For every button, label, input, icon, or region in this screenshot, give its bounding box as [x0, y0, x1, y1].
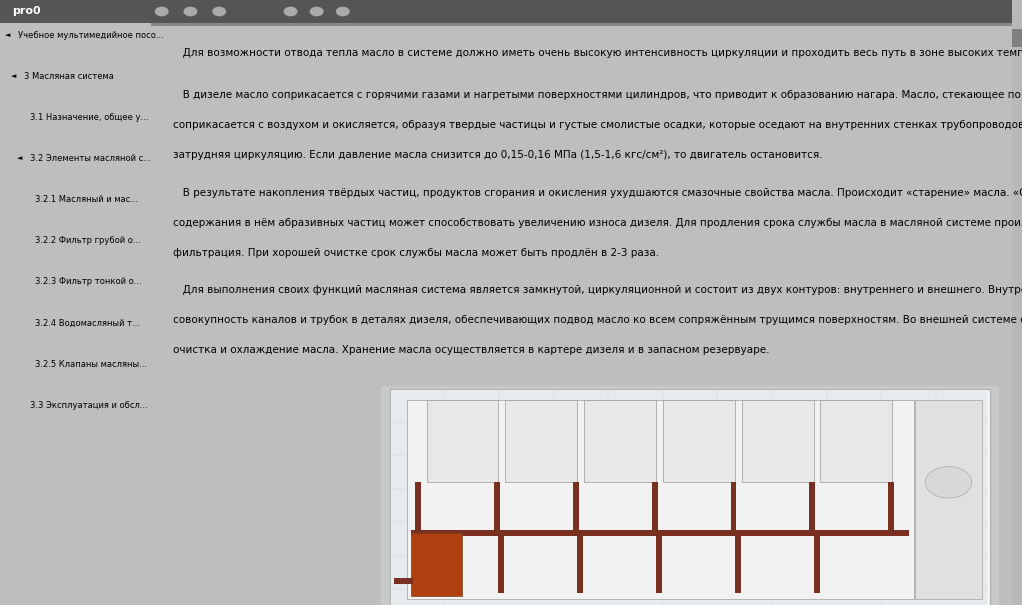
- Bar: [735, 535, 741, 594]
- Text: 3.2.5 Клапаны масляны...: 3.2.5 Клапаны масляны...: [35, 360, 147, 368]
- Text: 3.2.4 Водомасляный т...: 3.2.4 Водомасляный т...: [35, 319, 140, 327]
- Circle shape: [925, 466, 972, 498]
- Bar: [584, 400, 656, 482]
- Text: ◄: ◄: [4, 32, 10, 38]
- Bar: [426, 400, 499, 482]
- Circle shape: [310, 7, 324, 16]
- Text: 3.2.2 Фильтр грубой о...: 3.2.2 Фильтр грубой о...: [35, 237, 141, 245]
- Text: фильтрация. При хорошей очистке срок службы масла может быть продлён в 2-3 раза.: фильтрация. При хорошей очистке срок слу…: [173, 247, 659, 258]
- Bar: [411, 532, 462, 597]
- Bar: [742, 400, 814, 482]
- Circle shape: [284, 7, 297, 16]
- Bar: [151, 0, 1022, 23]
- Bar: [411, 530, 910, 535]
- Circle shape: [184, 7, 197, 16]
- Bar: [573, 482, 578, 530]
- Bar: [821, 400, 892, 482]
- Text: соприкасается с воздухом и окисляется, образуя твердые частицы и густые смолисты: соприкасается с воздухом и окисляется, о…: [173, 120, 1022, 130]
- Text: 3.2.1 Масляный и мас...: 3.2.1 Масляный и мас...: [35, 195, 138, 204]
- Bar: [420, 535, 425, 594]
- Bar: [916, 400, 982, 599]
- Text: ◄: ◄: [16, 155, 22, 162]
- Text: 3.3 Эксплуатация и обсл...: 3.3 Эксплуатация и обсл...: [31, 401, 148, 410]
- Text: В дизеле масло соприкасается с горячими газами и нагретыми поверхностями цилиндр: В дизеле масло соприкасается с горячими …: [173, 90, 1022, 100]
- Bar: [392, 390, 987, 605]
- Bar: [407, 400, 914, 599]
- Text: pro0: pro0: [12, 7, 41, 16]
- Text: 3.1 Назначение, общее у...: 3.1 Назначение, общее у...: [31, 113, 148, 122]
- Bar: [495, 482, 500, 530]
- Text: ◄: ◄: [10, 73, 16, 79]
- Circle shape: [213, 7, 226, 16]
- Text: Учебное мультимедийное посо...: Учебное мультимедийное посо...: [18, 31, 164, 39]
- Bar: [499, 535, 505, 594]
- Bar: [505, 400, 577, 482]
- Text: 3 Масляная система: 3 Масляная система: [25, 72, 114, 80]
- Circle shape: [336, 7, 350, 16]
- Bar: [814, 535, 820, 594]
- Bar: [888, 482, 894, 530]
- Bar: [1012, 29, 1022, 47]
- Bar: [656, 535, 662, 594]
- Bar: [663, 400, 735, 482]
- Bar: [652, 482, 658, 530]
- Bar: [0, 0, 151, 23]
- Bar: [389, 388, 990, 605]
- Circle shape: [154, 7, 169, 16]
- Bar: [151, 23, 1022, 26]
- Bar: [731, 482, 737, 530]
- Text: Для выполнения своих функций масляная система является замкнутой, циркуляционной: Для выполнения своих функций масляная си…: [173, 285, 1022, 295]
- Text: содержания в нём абразивных частиц может способствовать увеличению износа дизеля: содержания в нём абразивных частиц может…: [173, 218, 1022, 227]
- Bar: [415, 482, 421, 530]
- Bar: [394, 578, 413, 584]
- Bar: [809, 482, 816, 530]
- Text: В результате накопления твёрдых частиц, продуктов сгорания и окисления ухудшаютс: В результате накопления твёрдых частиц, …: [173, 188, 1022, 198]
- Bar: [381, 385, 998, 605]
- Bar: [577, 535, 584, 594]
- Text: Для возможности отвода тепла масло в системе должно иметь очень высокую интенсив: Для возможности отвода тепла масло в сис…: [173, 48, 1022, 58]
- Text: 3.2.3 Фильтр тонкой о...: 3.2.3 Фильтр тонкой о...: [35, 278, 141, 286]
- Bar: [1012, 0, 1022, 605]
- Text: затрудняя циркуляцию. Если давление масла снизится до 0,15-0,16 МПа (1,5-1,6 кгс: затрудняя циркуляцию. Если давление масл…: [173, 150, 823, 160]
- Text: очистка и охлаждение масла. Хранение масла осуществляется в картере дизеля и в з: очистка и охлаждение масла. Хранение мас…: [173, 345, 770, 355]
- Text: совокупность каналов и трубок в деталях дизеля, обеспечивающих подвод масло ко в: совокупность каналов и трубок в деталях …: [173, 315, 1022, 325]
- Text: 3.2 Элементы масляной с...: 3.2 Элементы масляной с...: [31, 154, 151, 163]
